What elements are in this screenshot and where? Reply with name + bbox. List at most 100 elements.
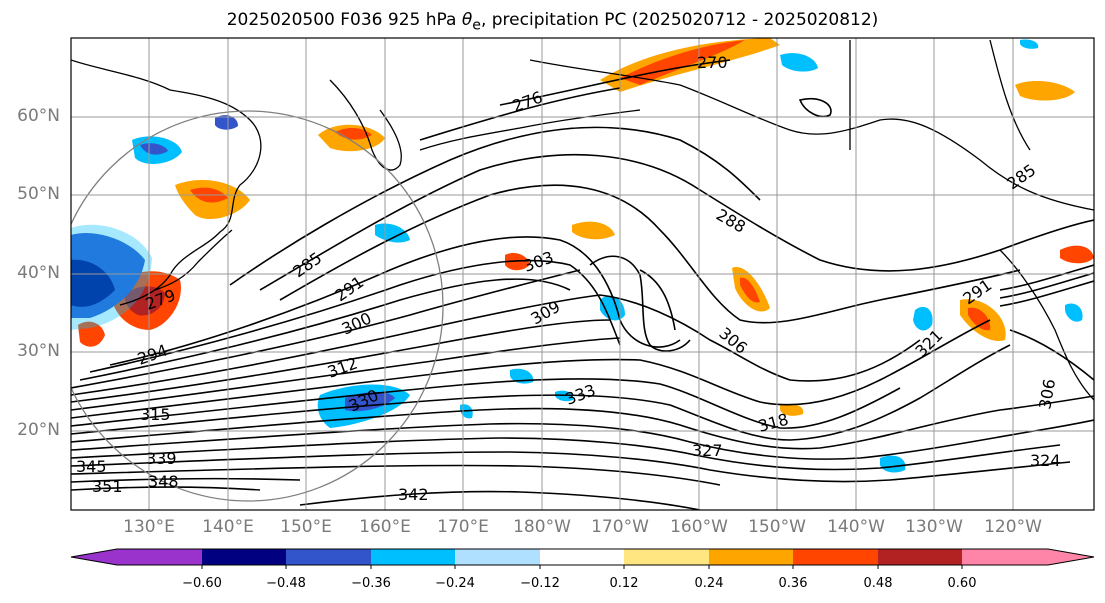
grid-lines [71, 38, 1094, 510]
colorbar-tick-label: 0.60 [947, 576, 977, 591]
title-subscript: e [472, 17, 481, 34]
colorbar-tick-label: −0.48 [266, 576, 306, 591]
colorbar-outline [70, 548, 1095, 566]
precip-blob-west-halo [71, 224, 152, 330]
contour-309 [71, 319, 611, 403]
contour-270 [499, 59, 731, 106]
contour-label: 339 [146, 449, 177, 468]
precip-blob-far-n [1020, 39, 1039, 49]
coast-canada [849, 39, 1031, 151]
colorbar-swatch [202, 549, 287, 565]
lat-label: 40°N [17, 263, 60, 283]
colorbar-extend-min [71, 549, 117, 565]
theta-e-contours [71, 59, 1094, 510]
contour-276 [419, 87, 621, 141]
contour-east-1 [999, 264, 1094, 291]
contour-label: 315 [140, 405, 171, 424]
lon-label: 150°E [280, 517, 332, 537]
lon-label: 160°W [670, 517, 728, 537]
lat-label: 20°N [17, 420, 60, 440]
contour-300 [79, 278, 571, 381]
colorbar-tick-label: −0.60 [182, 576, 222, 591]
colorbar-swatch [624, 549, 709, 565]
colorbar-tick-label: 0.24 [694, 576, 724, 591]
contour-285a [229, 126, 761, 286]
colorbar-swatch [962, 549, 1048, 565]
contour-288 [259, 153, 1094, 291]
contour-312 [71, 337, 621, 411]
lon-label: 180°W [513, 517, 571, 537]
lon-label: 140°W [827, 517, 885, 537]
coast-alaska [529, 59, 1094, 211]
contour-339 [71, 464, 721, 486]
title-prefix: 2025020500 F036 925 hPa [226, 10, 462, 30]
contour-label: 342 [398, 485, 429, 504]
contour-inner-1 [589, 255, 691, 352]
lon-label: 120°W [984, 517, 1042, 537]
coast-asia [71, 59, 262, 306]
contour-291 [279, 184, 1021, 324]
colorbar-swatch [709, 549, 794, 565]
coastlines [71, 39, 1094, 401]
lat-label: 30°N [17, 341, 60, 361]
precip-blob-east [913, 306, 933, 331]
map-title: 2025020500 F036 925 hPa θe, precipitatio… [0, 10, 1105, 33]
lon-label: 150°W [748, 517, 806, 537]
coast-japan [154, 229, 233, 291]
contour-318 [71, 378, 901, 429]
colorbar-tick-label: 0.48 [863, 576, 893, 591]
colorbar [70, 548, 1095, 569]
lat-label: 50°N [17, 184, 60, 204]
precip-blob-siberia2 [140, 143, 168, 155]
colorbar-swatch [117, 549, 202, 565]
precip-blob-gulf-core [740, 277, 760, 303]
contour-label: 327 [692, 441, 723, 460]
region-circle [71, 110, 444, 502]
contour-315 [71, 319, 991, 419]
colorbar-tick-label: −0.24 [435, 576, 475, 591]
precip-shading [71, 38, 1094, 473]
lon-label: 140°E [202, 517, 254, 537]
precip-blob-northwest [1060, 245, 1094, 264]
title-theta: θ [461, 10, 473, 30]
contour-324 [71, 395, 1094, 450]
precip-blob-east3 [1065, 303, 1083, 322]
colorbar-swatch [371, 549, 456, 565]
coast-aleutians [419, 109, 641, 151]
colorbar-tick-label: −0.12 [520, 576, 560, 591]
lon-label: 160°E [359, 517, 411, 537]
precip-blob-korea [78, 321, 105, 347]
lon-label: 170°W [591, 517, 649, 537]
contour-303 [71, 269, 581, 389]
contour-294 [109, 236, 681, 366]
contour-inner-2 [639, 269, 676, 331]
contour-east-2 [999, 272, 1094, 299]
contour-label: 348 [148, 472, 179, 491]
contour-321 [71, 344, 1011, 441]
contour-label: 324 [1030, 451, 1061, 470]
colorbar-tick-label: 0.36 [778, 576, 808, 591]
lon-label: 170°E [437, 517, 489, 537]
precip-blob-central2 [572, 221, 615, 240]
lon-label: 130°W [905, 517, 963, 537]
colorbar-tick-label: −0.36 [351, 576, 391, 591]
contour-ellipse-1 [798, 97, 832, 118]
contour-333 [71, 451, 1071, 483]
colorbar-swatch [286, 549, 371, 565]
lon-label: 130°E [123, 517, 175, 537]
precip-blob-west-core [71, 259, 115, 307]
precip-blob-arctic-core [620, 40, 745, 85]
precip-blob-north-ak [215, 115, 238, 130]
plot-frame [70, 37, 1095, 511]
precip-blob-arctic-blue [780, 53, 818, 72]
colorbar-tick-label: 0.12 [609, 576, 639, 591]
precip-blob-alaska [1015, 80, 1075, 101]
colorbar-swatch [878, 549, 963, 565]
precip-blob-kuril [375, 223, 410, 243]
title-suffix: , precipitation PC (2025020712 - 2025020… [480, 10, 879, 30]
contour-label: 270 [697, 53, 728, 72]
colorbar-swatch [455, 549, 540, 565]
contour-345 [71, 477, 301, 483]
contour-306 [71, 294, 921, 396]
